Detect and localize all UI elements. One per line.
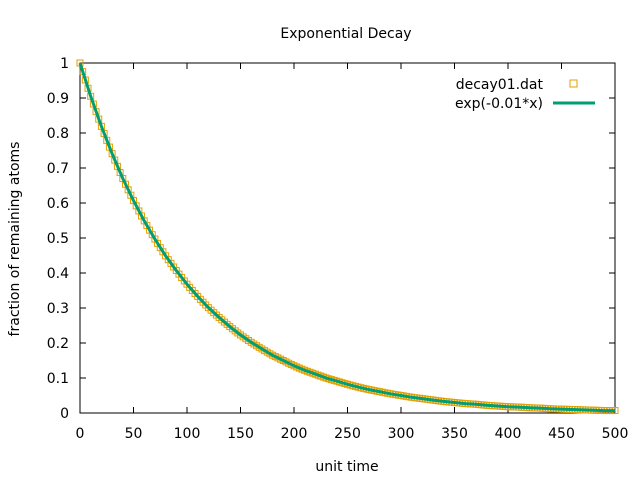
x-tick-label: 0: [76, 426, 85, 442]
legend-label-fit: exp(-0.01*x): [455, 96, 543, 112]
x-tick-label: 300: [388, 426, 415, 442]
y-tick-label: 0.5: [47, 231, 69, 247]
legend-marker-data: [569, 79, 578, 88]
y-axis-ticks: 0 0.1 0.2 0.3 0.4 0.5 0.6 0.7 0.8 0.9 1: [47, 56, 615, 422]
y-tick-label: 0.2: [47, 336, 69, 352]
x-tick-label: 350: [441, 426, 468, 442]
chart-title: Exponential Decay: [280, 26, 411, 42]
y-tick-label: 0.6: [47, 196, 69, 212]
legend-label-data: decay01.dat: [456, 77, 544, 93]
x-tick-label: 400: [495, 426, 522, 442]
series-exp-fit-line: [78, 62, 615, 413]
x-tick-label: 250: [334, 426, 361, 442]
y-tick-label: 0.8: [47, 126, 69, 142]
x-tick-label: 150: [227, 426, 254, 442]
x-tick-label: 200: [281, 426, 308, 442]
y-tick-label: 0.9: [47, 91, 69, 107]
y-tick-label: 0.4: [47, 266, 69, 282]
series-layer: [76, 59, 619, 415]
x-tick-label: 50: [125, 426, 143, 442]
y-tick-label: 0.3: [47, 301, 69, 317]
x-axis-label: unit time: [315, 459, 378, 475]
y-tick-label: 0.1: [47, 371, 69, 387]
legend: decay01.dat exp(-0.01*x): [455, 77, 595, 112]
y-tick-label: 0.7: [47, 161, 69, 177]
x-tick-label: 500: [602, 426, 629, 442]
x-tick-label: 450: [548, 426, 575, 442]
y-axis-label: fraction of remaining atoms: [7, 142, 23, 337]
y-tick-label: 0: [60, 406, 69, 422]
y-tick-label: 1: [60, 56, 69, 72]
x-tick-label: 100: [174, 426, 201, 442]
x-axis-ticks: 0 50 100 150 200 250 300 350 400 450 500: [76, 63, 629, 442]
